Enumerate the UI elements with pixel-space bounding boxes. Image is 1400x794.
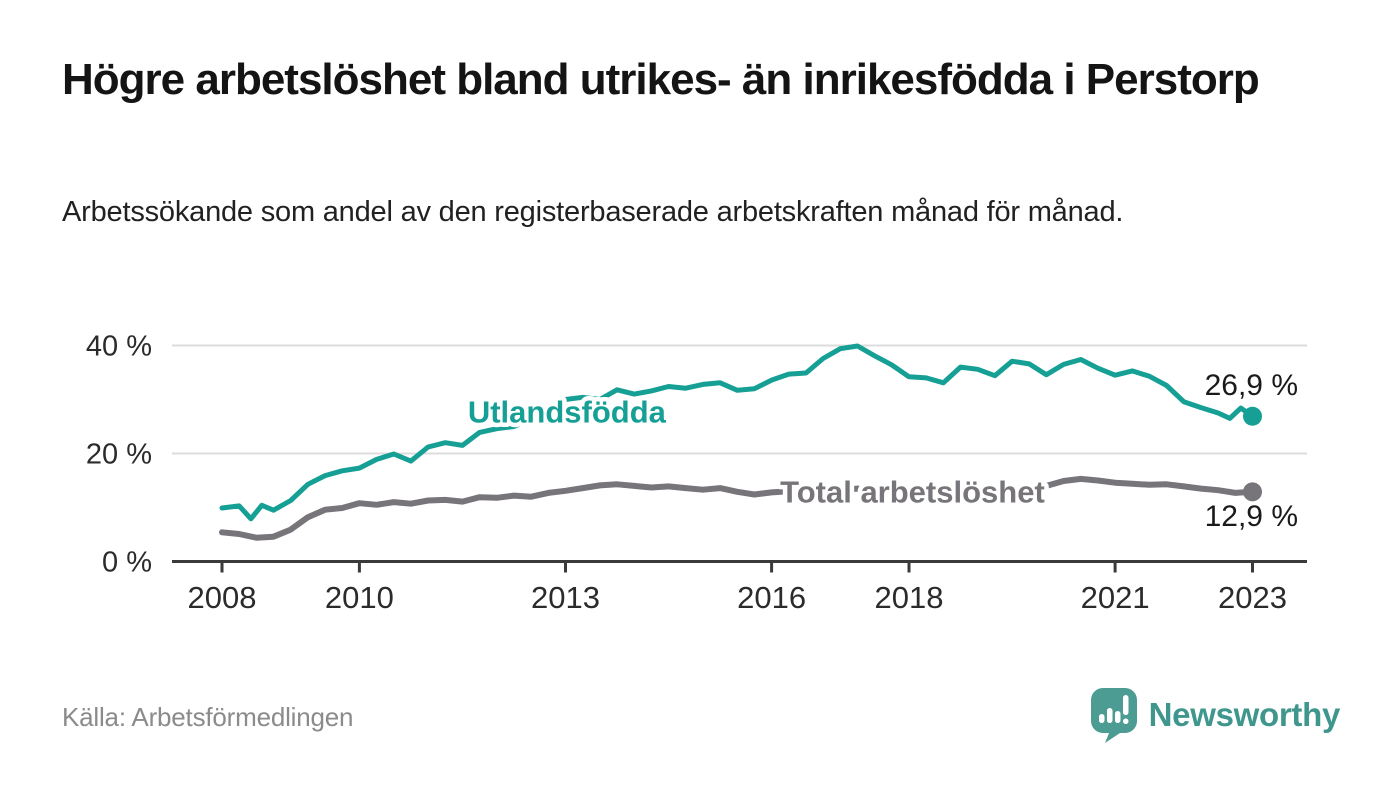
source-note: Källa: Arbetsförmedlingen	[62, 702, 354, 732]
x-tick-label: 2013	[531, 580, 600, 615]
newsworthy-logo-text: Newsworthy	[1148, 696, 1341, 733]
x-tick-label: 2021	[1081, 580, 1150, 615]
y-tick-label: 0 %	[102, 547, 152, 579]
y-tick-label: 20 %	[86, 439, 152, 471]
series-label-utlandsf-dda: Utlandsfödda	[468, 394, 667, 429]
series-line-total-arbetsl-shet	[219, 475, 1256, 541]
newsworthy-logo: Newsworthy	[1090, 687, 1340, 743]
series-end-dot-utlandsf-dda	[1243, 406, 1262, 426]
newsworthy-logo-icon	[1090, 688, 1137, 743]
x-tick-label: 2008	[188, 580, 257, 615]
x-tick-label: 2010	[325, 580, 394, 615]
y-tick-label: 40 %	[86, 331, 152, 363]
series-end-label-total-arbetsl-shet: 12,9 %	[1205, 500, 1298, 533]
page-subtitle: Arbetssökande som andel av den registerb…	[62, 196, 1124, 228]
series-label-total-arbetsl-shet: Total arbetslöshet	[780, 474, 1045, 509]
page-title: Högre arbetslöshet bland utrikes- än inr…	[62, 55, 1260, 104]
series-end-dot-total-arbetsl-shet	[1243, 482, 1262, 502]
series-end-label-utlandsf-dda: 26,9 %	[1205, 369, 1298, 402]
series-line-utlandsf-dda	[219, 343, 1255, 522]
x-tick-label: 2023	[1218, 580, 1287, 615]
x-tick-label: 2016	[737, 580, 806, 615]
x-tick-label: 2018	[875, 580, 944, 615]
